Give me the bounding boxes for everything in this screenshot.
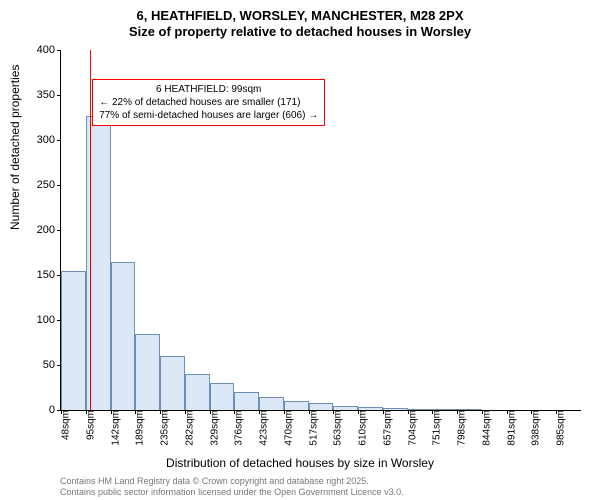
x-tick-label: 704sqm [405,410,418,446]
histogram-bar [383,408,408,410]
histogram-bar [333,406,358,411]
annotation-callout: 6 HEATHFIELD: 99sqm← 22% of detached hou… [92,79,325,126]
histogram-bar [185,374,210,410]
x-axis-label: Distribution of detached houses by size … [0,456,600,470]
highlight-marker-line [90,50,91,410]
x-tick-label: 142sqm [108,410,121,446]
histogram-bar [259,397,284,411]
x-tick-label: 423sqm [257,410,270,446]
x-tick-label: 610sqm [356,410,369,446]
y-axis-label: Number of detached properties [8,65,22,230]
attribution-line2: Contains public sector information licen… [60,487,404,498]
x-tick-label: 938sqm [529,410,542,446]
histogram-bar [408,409,433,410]
histogram-bar [111,262,136,411]
chart-container: 6, HEATHFIELD, WORSLEY, MANCHESTER, M28 … [0,0,600,500]
x-tick-label: 189sqm [133,410,146,446]
x-tick-label: 798sqm [455,410,468,446]
histogram-bar [61,271,86,411]
y-tick-mark [57,185,61,186]
x-tick-label: 376sqm [232,410,245,446]
histogram-bar [457,409,482,410]
x-tick-label: 844sqm [479,410,492,446]
annotation-line3: 77% of semi-detached houses are larger (… [99,109,318,122]
x-tick-label: 563sqm [331,410,344,446]
histogram-bar [234,392,259,410]
x-tick-label: 470sqm [281,410,294,446]
histogram-bar [284,401,309,410]
attribution-text: Contains HM Land Registry data © Crown c… [60,476,404,498]
y-tick-mark [57,95,61,96]
y-tick-mark [57,140,61,141]
x-tick-label: 48sqm [59,410,72,440]
histogram-bar [160,356,185,410]
attribution-line1: Contains HM Land Registry data © Crown c… [60,476,404,487]
annotation-line2: ← 22% of detached houses are smaller (17… [99,96,318,109]
histogram-bar [309,403,334,410]
histogram-bar [210,383,235,410]
plot-area: 05010015020025030035040048sqm95sqm142sqm… [60,50,581,411]
x-tick-label: 95sqm [83,410,96,440]
x-tick-label: 329sqm [207,410,220,446]
x-tick-label: 657sqm [380,410,393,446]
histogram-bar [135,334,160,411]
y-tick-mark [57,50,61,51]
histogram-bar [358,407,383,410]
annotation-line1: 6 HEATHFIELD: 99sqm [99,83,318,96]
x-tick-label: 517sqm [306,410,319,446]
title-line2: Size of property relative to detached ho… [0,24,600,40]
x-tick-label: 282sqm [182,410,195,446]
y-tick-mark [57,230,61,231]
title-line1: 6, HEATHFIELD, WORSLEY, MANCHESTER, M28 … [0,0,600,24]
x-tick-label: 235sqm [158,410,171,446]
histogram-bar [432,409,457,410]
x-tick-label: 751sqm [430,410,443,446]
x-tick-label: 891sqm [504,410,517,446]
x-tick-label: 985sqm [554,410,567,446]
